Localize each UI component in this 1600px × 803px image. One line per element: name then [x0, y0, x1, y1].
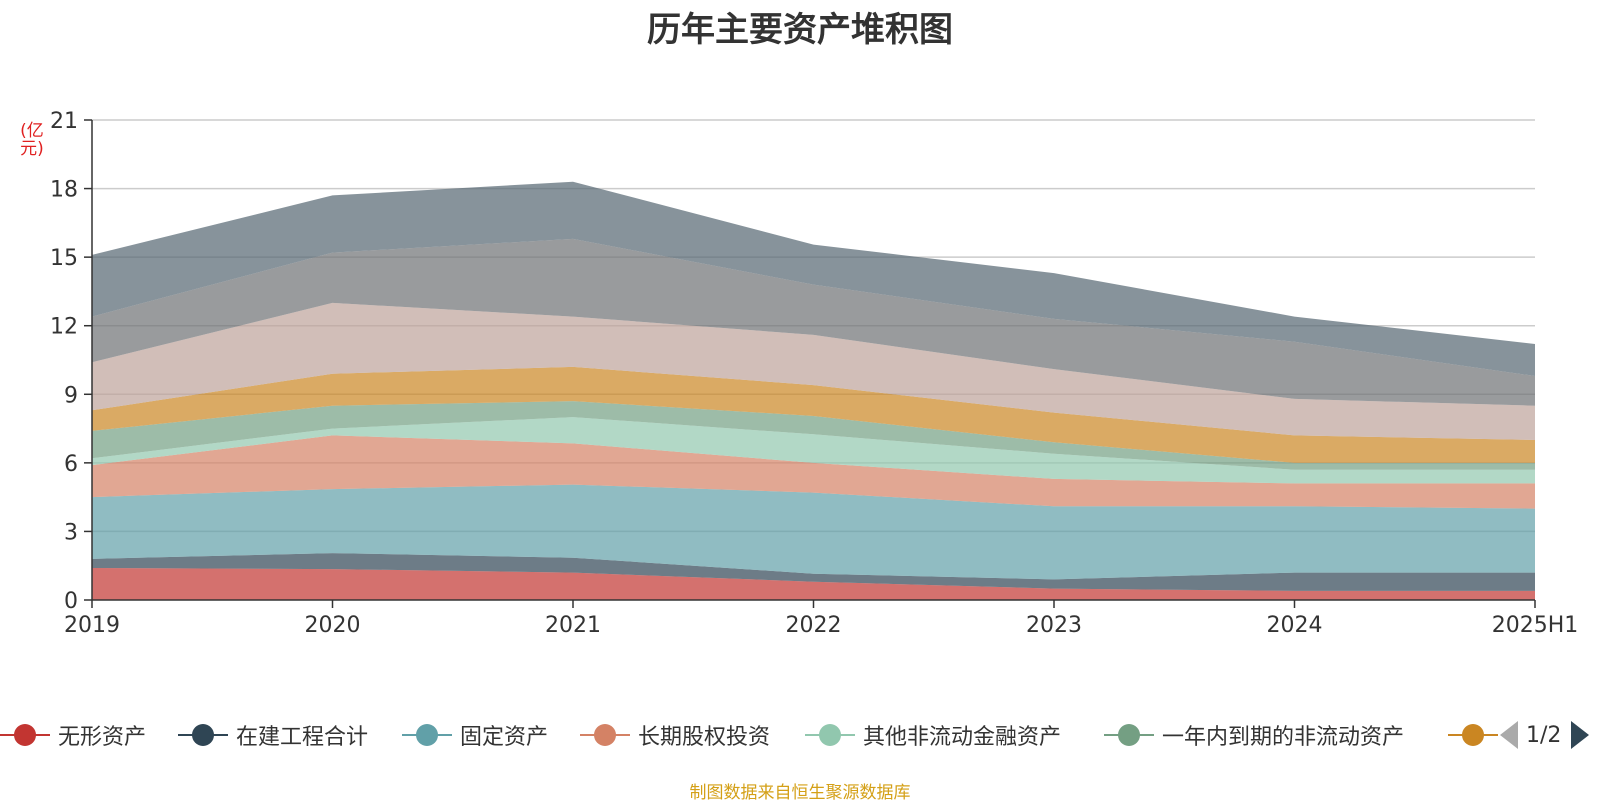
legend-label: 其他非流动金融资产: [863, 725, 1062, 750]
legend-item[interactable]: 在建工程合计: [178, 715, 368, 755]
axes: 0 3 6 9 12 15 18 21 2019 2020 2021 2022 2023 2024 2025…: [50, 109, 1578, 638]
y-tick-label: 0: [64, 589, 78, 614]
y-tick-label: 18: [50, 178, 78, 203]
legend-label: 固定资产: [460, 725, 549, 750]
legend-label: 在建工程合计: [236, 725, 369, 750]
legend-label: 无形资产: [58, 725, 147, 750]
legend-page-indicator: 1/2: [1526, 722, 1562, 748]
y-tick-label: 21: [50, 109, 78, 134]
area-series-6[interactable]: [92, 401, 1535, 470]
legend-item[interactable]: 固定资产: [402, 715, 548, 755]
legend-marker-icon: [402, 715, 452, 755]
x-tick-label: 2023: [1026, 613, 1082, 638]
area-series-10[interactable]: [92, 181, 1535, 376]
legend-marker-icon: [805, 715, 855, 755]
chevron-right-icon[interactable]: [1571, 721, 1590, 749]
y-tick-label: 12: [50, 315, 78, 340]
area-series: [92, 181, 1535, 600]
legend-marker-icon: [178, 715, 228, 755]
x-tick-label: 2020: [305, 613, 361, 638]
legend-label: 长期股权投资: [638, 725, 771, 750]
area-series-9[interactable]: [92, 238, 1535, 406]
area-series-2[interactable]: [92, 553, 1535, 591]
legend-label: 一年内到期的非流动资产: [1162, 725, 1405, 750]
legend-item[interactable]: 无形资产: [0, 715, 146, 755]
area-series-3[interactable]: [92, 484, 1535, 580]
x-tick-label: 2025H1: [1492, 613, 1579, 638]
legend: 无形资产 在建工程合计 固定资产 长期股权投资 其他非流动金融资产 一年内到期的非流动资产: [0, 715, 1600, 755]
area-series-7[interactable]: [92, 366, 1535, 463]
x-tick-label: 2024: [1267, 613, 1323, 638]
y-tick-label: 15: [50, 246, 78, 271]
area-series-5[interactable]: [92, 417, 1535, 484]
x-tick-label: 2019: [64, 613, 120, 638]
legend-pager: 1/2: [1500, 715, 1590, 755]
y-axis-unit: (亿元): [20, 121, 44, 159]
legend-marker-icon: [1448, 715, 1498, 755]
x-tick-label: 2021: [545, 613, 601, 638]
chart-title: 历年主要资产堆积图: [647, 10, 953, 50]
y-tick-label: 3: [64, 520, 78, 545]
legend-marker-icon: [1104, 715, 1154, 755]
chevron-left-icon[interactable]: [1500, 721, 1518, 749]
data-source-note: 制图数据来自恒生聚源数据库: [689, 783, 911, 803]
legend-marker-icon: [0, 715, 50, 755]
stacked-area-chart: 0 3 6 9 12 15 18 21 2019 2020 2021 2022 2023 2024 2025…: [50, 109, 1578, 638]
legend-item[interactable]: 其他非流动金融资产: [805, 715, 1061, 755]
y-tick-label: 9: [64, 383, 78, 408]
legend-marker-icon: [580, 715, 630, 755]
area-series-8[interactable]: [92, 302, 1535, 440]
area-series-4[interactable]: [92, 435, 1535, 509]
legend-item[interactable]: [1448, 715, 1498, 755]
x-tick-label: 2022: [786, 613, 842, 638]
legend-item[interactable]: 一年内到期的非流动资产: [1104, 715, 1404, 755]
y-tick-label: 6: [64, 452, 78, 477]
legend-item[interactable]: 长期股权投资: [580, 715, 770, 755]
area-series-1[interactable]: [92, 568, 1535, 600]
